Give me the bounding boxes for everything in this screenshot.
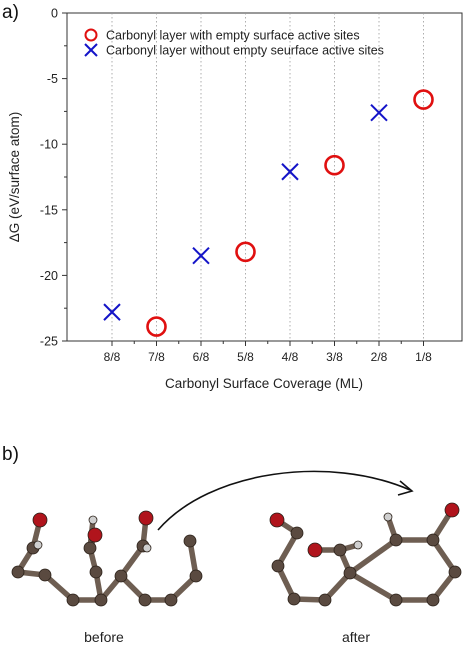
hydrogen-atom xyxy=(33,540,43,550)
carbon-atom xyxy=(343,566,357,580)
data-point-cross xyxy=(192,247,210,265)
x-tick-label: 7/8 xyxy=(148,350,165,364)
x-axis: 8/8 7/8 6/8 5/8 4/8 3/8 2/8 1/8 xyxy=(104,341,432,364)
x-tick-label: 3/8 xyxy=(326,350,343,364)
legend-label-without-empty-sites: Carbonyl layer without empty seurface ac… xyxy=(106,44,384,58)
carbon-atom xyxy=(89,565,103,579)
grid-lines xyxy=(111,13,424,341)
carbon-atom xyxy=(138,593,152,607)
carbon-atom xyxy=(66,593,80,607)
panel-label-a: a) xyxy=(2,2,19,23)
oxygen-atom xyxy=(87,527,103,543)
y-tick-label: -25 xyxy=(40,335,58,349)
data-marks xyxy=(103,89,434,337)
legend-cross-marker xyxy=(84,43,98,57)
legend-label-with-empty-sites: Carbonyl layer with empty surface active… xyxy=(106,29,360,43)
carbon-atom xyxy=(189,569,203,583)
data-point-circle xyxy=(146,316,167,337)
carbon-atom xyxy=(183,534,197,548)
before-caption: before xyxy=(84,629,124,645)
data-point-circle xyxy=(235,241,256,263)
bond xyxy=(430,537,458,575)
carbon-atom xyxy=(114,569,128,583)
hydrogen-atom xyxy=(383,512,393,522)
y-tick-label: -20 xyxy=(40,269,58,283)
carbon-atom xyxy=(271,559,285,573)
plot-frame xyxy=(66,12,463,342)
y-axis: 0 -5 -10 -15 -20 -25 xyxy=(40,7,67,349)
scatter-chart: 0 -5 -10 -15 -20 -25 8/8 7/8 6/8 5/8 4/8 3/8 2/8 1/8… xyxy=(7,7,463,391)
oxygen-atom xyxy=(32,512,48,528)
molecule-before xyxy=(11,510,203,607)
bond xyxy=(347,570,399,603)
y-tick-label: -10 xyxy=(40,138,58,152)
carbon-atom xyxy=(426,533,440,547)
data-point-cross xyxy=(103,303,121,321)
carbon-atom xyxy=(83,541,97,555)
molecule-after xyxy=(269,502,462,607)
transition-arrow xyxy=(157,470,414,531)
data-point-circle xyxy=(413,89,434,110)
legend-circle-marker xyxy=(84,28,98,42)
x-tick-label: 6/8 xyxy=(193,350,210,364)
y-tick-label: -15 xyxy=(40,203,58,217)
x-axis-title: Carbonyl Surface Coverage (ML) xyxy=(165,376,363,391)
x-tick-label: 5/8 xyxy=(237,350,254,364)
oxygen-atom xyxy=(307,542,323,558)
oxygen-atom xyxy=(138,510,154,526)
data-point-cross xyxy=(370,104,388,122)
hydrogen-atom xyxy=(353,540,363,550)
carbon-atom xyxy=(38,568,52,582)
carbon-atom xyxy=(164,593,178,607)
carbon-atom xyxy=(333,543,347,557)
carbon-atom xyxy=(11,565,25,579)
oxygen-atom xyxy=(269,512,285,528)
x-tick-label: 8/8 xyxy=(104,350,121,364)
carbon-atom xyxy=(290,526,304,540)
y-tick-label: 0 xyxy=(51,7,58,21)
legend: Carbonyl layer with empty surface active… xyxy=(84,28,384,58)
data-point-cross xyxy=(281,163,299,181)
carbon-atom xyxy=(389,533,403,547)
carbon-atom xyxy=(318,593,332,607)
carbon-atom xyxy=(94,593,108,607)
x-tick-label: 4/8 xyxy=(282,350,299,364)
oxygen-atom xyxy=(444,502,460,518)
x-tick-label: 1/8 xyxy=(415,350,432,364)
carbon-atom xyxy=(389,593,403,607)
carbon-atom xyxy=(287,592,301,606)
data-point-circle xyxy=(324,154,345,176)
panel-label-b: b) xyxy=(2,444,19,465)
x-tick-label: 2/8 xyxy=(371,350,388,364)
hydrogen-atom xyxy=(88,515,98,525)
hydrogen-atom xyxy=(142,543,152,553)
carbon-atom xyxy=(448,565,462,579)
bond xyxy=(347,537,399,576)
after-caption: after xyxy=(342,629,370,645)
carbon-atom xyxy=(426,593,440,607)
y-axis-title: ΔG (eV/surface atom) xyxy=(7,112,22,243)
y-tick-label: -5 xyxy=(47,72,58,86)
